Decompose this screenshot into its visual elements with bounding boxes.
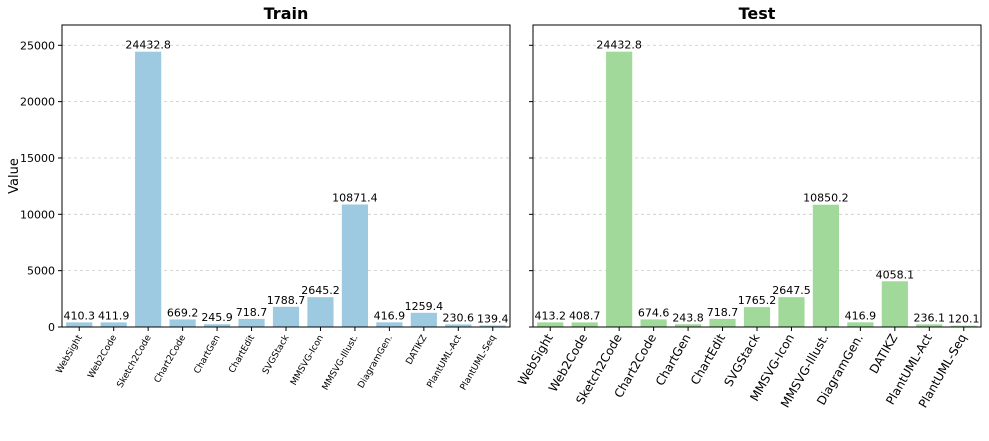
chart-title: Train: [264, 4, 309, 23]
y-tick-label: 20000: [20, 96, 55, 109]
y-tick-label: 0: [48, 321, 55, 334]
value-label: 236.1: [914, 311, 946, 324]
value-label: 24432.8: [125, 39, 171, 52]
bar: [812, 204, 840, 327]
value-label: 10850.2: [803, 192, 849, 205]
bar: [307, 297, 334, 327]
x-tick-label: MMSVG-Icon: [289, 334, 326, 388]
bar: [571, 322, 598, 327]
x-tick-label: PlantUML-Act: [426, 333, 465, 390]
y-tick-label: 10000: [20, 208, 55, 221]
bar: [950, 325, 977, 327]
x-tick-label: Chart2Code: [153, 333, 189, 385]
value-label: 410.3: [63, 309, 95, 322]
x-tick-label: DiagramGen.: [356, 334, 395, 391]
x-tick-label: Sketch2Code: [116, 333, 154, 390]
x-tick-label: PlantUML-Seq: [459, 334, 499, 393]
y-tick-label: 5000: [27, 265, 55, 278]
bar: [100, 322, 127, 327]
bar: [376, 322, 403, 327]
bar: [479, 325, 506, 327]
value-label: 1259.4: [405, 300, 444, 313]
value-label: 718.7: [236, 306, 268, 319]
bar: [847, 322, 874, 327]
value-label: 2645.2: [301, 284, 340, 297]
value-label: 674.6: [638, 306, 670, 319]
bar: [674, 324, 702, 327]
x-tick-label: WebSight: [55, 333, 85, 375]
x-tick-label: Web2Code: [86, 333, 119, 380]
value-label: 411.9: [98, 309, 130, 322]
value-label: 245.9: [201, 311, 233, 324]
bar: [341, 204, 369, 327]
bar: [640, 319, 667, 327]
bar: [169, 319, 196, 327]
bar: [410, 312, 437, 327]
value-label: 408.7: [569, 309, 601, 322]
y-tick-label: 15000: [20, 152, 55, 165]
value-label: 4058.1: [876, 268, 915, 281]
x-tick-label: DATIKZ: [405, 334, 430, 367]
y-axis-label: Value: [7, 158, 22, 194]
bar: [881, 281, 908, 327]
bar: [916, 324, 943, 327]
value-label: 120.1: [948, 313, 980, 326]
x-tick-label: MMSVG-Illust.: [321, 334, 361, 393]
bar: [606, 51, 633, 327]
axes-frame: [61, 24, 511, 328]
value-label: 2647.5: [772, 284, 811, 297]
value-label: 416.9: [374, 309, 406, 322]
bar: [272, 306, 300, 327]
value-label: 139.4: [477, 312, 509, 325]
value-label: 230.6: [443, 311, 475, 324]
axes-frame: [532, 24, 982, 328]
bar: [66, 322, 93, 327]
x-tick-label: SVGStack: [261, 333, 292, 377]
value-label: 1765.2: [738, 294, 777, 307]
chart-title: Test: [739, 4, 776, 23]
bar: [238, 318, 265, 327]
y-tick-label: 25000: [20, 39, 55, 52]
bar: [135, 51, 162, 327]
value-label: 416.9: [845, 309, 877, 322]
x-tick-label: ChartEdit: [227, 333, 257, 375]
value-label: 1788.7: [267, 294, 306, 307]
value-label: 413.2: [534, 309, 566, 322]
bar: [778, 297, 805, 327]
value-label: 718.7: [707, 306, 739, 319]
value-label: 243.8: [672, 311, 704, 324]
bar: [709, 318, 736, 327]
bar: [445, 324, 472, 327]
x-tick-label: DATIKZ: [867, 332, 901, 376]
value-label: 10871.4: [332, 191, 378, 204]
value-label: 24432.8: [596, 39, 642, 52]
bar: [203, 324, 231, 327]
value-label: 669.2: [167, 306, 199, 319]
bar: [743, 307, 771, 327]
x-tick-label: ChartGen: [193, 334, 223, 376]
bar: [537, 322, 564, 327]
